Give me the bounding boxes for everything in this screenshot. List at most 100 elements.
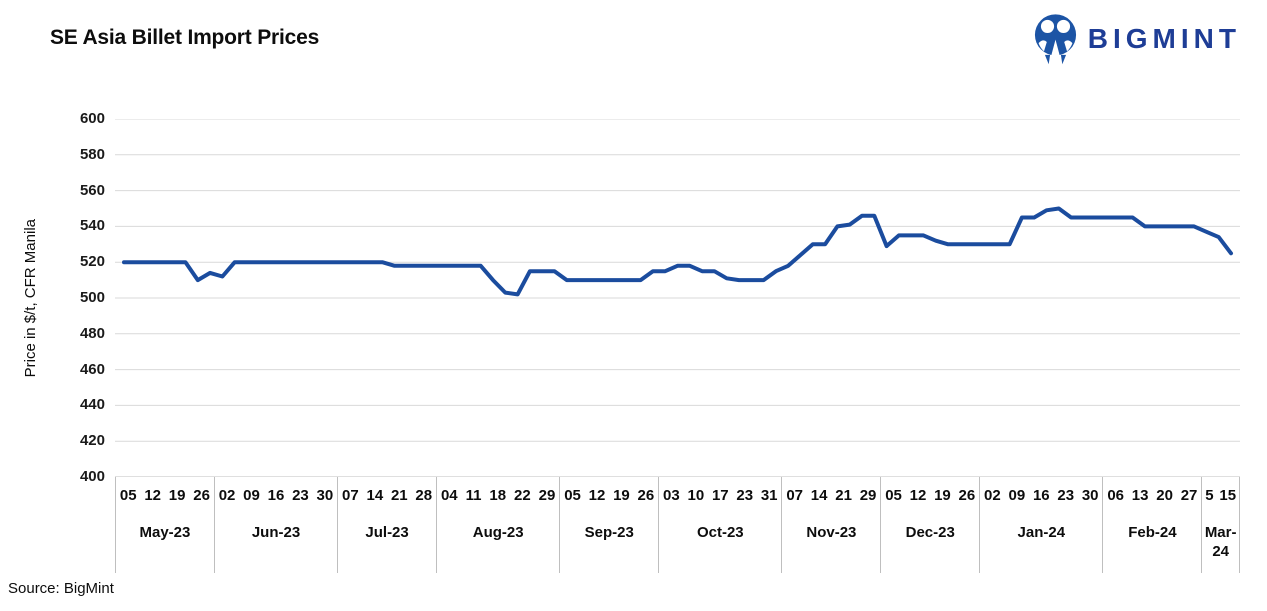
month-group: 05 12 19 26 Sep-23 [559, 477, 658, 573]
day-tick-row: 03 10 17 23 31 [659, 477, 781, 513]
month-group: 02 09 16 23 30 Jun-23 [213, 477, 337, 573]
x-tick-day: 23 [292, 486, 309, 504]
x-tick-day: 29 [538, 486, 556, 504]
y-tick-label: 440 [79, 396, 105, 414]
day-tick-row: 07 14 21 29 [782, 477, 880, 513]
x-month-label: Sep-23 [584, 524, 634, 541]
x-month-label: May-23 [139, 524, 191, 541]
day-tick-row: 06 13 20 27 [1103, 477, 1201, 513]
x-tick-day: 03 [663, 486, 680, 504]
x-tick-day: 12 [909, 486, 927, 504]
bigmint-logo-icon [1032, 13, 1079, 65]
month-group: 02 09 16 23 30 Jan-24 [979, 477, 1102, 573]
x-month-label: Jun-23 [251, 524, 301, 541]
x-tick-day: 04 [440, 486, 458, 504]
x-tick-day: 19 [934, 486, 951, 504]
x-month-label: Dec-23 [905, 524, 955, 541]
x-tick-day: 07 [342, 486, 359, 504]
x-month-label: Aug-23 [472, 524, 524, 541]
x-tick-day: 14 [810, 486, 828, 504]
x-tick-day: 30 [316, 486, 334, 504]
x-tick-day: 10 [687, 486, 705, 504]
month-group: 5 15 Mar-24 [1201, 477, 1240, 573]
day-tick-row: 05 12 19 26 [116, 477, 214, 513]
x-tick-day: 23 [736, 486, 754, 504]
bigmint-logo: BIGMINT [1032, 13, 1241, 65]
x-tick-day: 19 [168, 486, 186, 504]
day-tick-row: 04 11 18 22 29 [437, 477, 559, 513]
x-tick-day: 16 [267, 486, 285, 504]
x-tick-day: 26 [958, 486, 976, 504]
day-tick-row: 5 15 [1202, 477, 1239, 513]
x-tick-day: 17 [711, 486, 729, 504]
plot-svg [115, 118, 1240, 478]
y-tick-label: 500 [79, 289, 105, 306]
x-tick-day: 16 [1032, 486, 1050, 504]
day-tick-row: 02 09 16 23 30 [215, 477, 337, 513]
x-month-label: Nov-23 [806, 524, 857, 541]
x-tick-day: 12 [588, 486, 606, 504]
x-tick-day: 15 [1219, 486, 1237, 504]
y-tick-label: 600 [79, 110, 105, 127]
y-tick-label: 400 [79, 468, 105, 485]
x-month-label: Feb-24 [1128, 524, 1177, 541]
x-tick-day: 13 [1131, 486, 1149, 504]
x-tick-day: 09 [1008, 486, 1026, 504]
x-month-label: Jul-23 [365, 524, 409, 541]
x-tick-day: 5 [1205, 486, 1214, 504]
source-note: Source: BigMint [8, 580, 114, 597]
y-axis-ticks: 400 420 440 460 480 500 520 540 560 580 600 [0, 110, 105, 485]
day-tick-row: 02 09 16 23 30 [980, 477, 1102, 513]
day-tick-row: 05 12 19 26 [560, 477, 658, 513]
y-tick-label: 460 [79, 360, 105, 378]
x-month-label: Jan-24 [1017, 524, 1066, 541]
plot-area [115, 118, 1240, 478]
y-tick-label: 540 [79, 217, 105, 235]
y-tick-label: 480 [79, 324, 105, 342]
month-group: 07 14 21 29 Nov-23 [781, 477, 880, 573]
day-tick-row: 07 14 21 28 [338, 477, 436, 513]
x-axis: 05 12 19 26 May-23 02 09 16 23 30 Jun-23 07 14 21 28 Ju… [115, 477, 1240, 573]
month-group: 05 12 19 26 May-23 [115, 477, 214, 573]
x-tick-day: 31 [760, 486, 778, 504]
month-group: 05 12 19 26 Dec-23 [880, 477, 979, 573]
day-tick-row: 05 12 19 26 [881, 477, 979, 513]
x-tick-day: 27 [1180, 486, 1198, 504]
x-month-label: Mar-24 [1204, 524, 1237, 560]
x-tick-day: 02 [218, 486, 236, 504]
x-tick-day: 11 [465, 486, 482, 504]
x-tick-day: 07 [786, 486, 804, 504]
x-tick-day: 06 [1107, 486, 1125, 504]
x-tick-day: 05 [885, 486, 902, 504]
bigmint-brand-text: BIGMINT [1087, 23, 1241, 54]
x-tick-day: 28 [415, 486, 433, 504]
x-tick-day: 30 [1081, 486, 1099, 504]
x-tick-day: 20 [1156, 486, 1173, 504]
x-tick-day: 22 [514, 486, 531, 504]
month-group: 04 11 18 22 29 Aug-23 [436, 477, 559, 573]
y-tick-label: 420 [79, 432, 105, 450]
x-tick-day: 19 [613, 486, 630, 504]
month-group: 07 14 21 28 Jul-23 [337, 477, 436, 573]
x-tick-day: 21 [390, 486, 408, 504]
x-tick-day: 05 [564, 486, 581, 504]
x-tick-day: 09 [243, 486, 260, 504]
x-tick-day: 23 [1057, 486, 1075, 504]
x-tick-day: 21 [835, 486, 852, 504]
y-tick-label: 580 [79, 145, 105, 163]
month-group: 03 10 17 23 31 Oct-23 [658, 477, 781, 573]
x-tick-day: 02 [984, 486, 1001, 504]
x-tick-day: 26 [637, 486, 655, 504]
x-tick-day: 18 [489, 486, 507, 504]
y-tick-label: 520 [79, 253, 105, 271]
y-tick-label: 560 [79, 181, 105, 199]
x-tick-day: 29 [859, 486, 877, 504]
x-tick-day: 14 [366, 486, 384, 504]
month-group: 06 13 20 27 Feb-24 [1102, 477, 1201, 573]
x-tick-day: 26 [193, 486, 210, 504]
chart-title: SE Asia Billet Import Prices [50, 26, 320, 49]
price-line-series [122, 206, 1233, 297]
x-tick-day: 05 [119, 486, 137, 504]
x-tick-day: 12 [144, 486, 162, 504]
